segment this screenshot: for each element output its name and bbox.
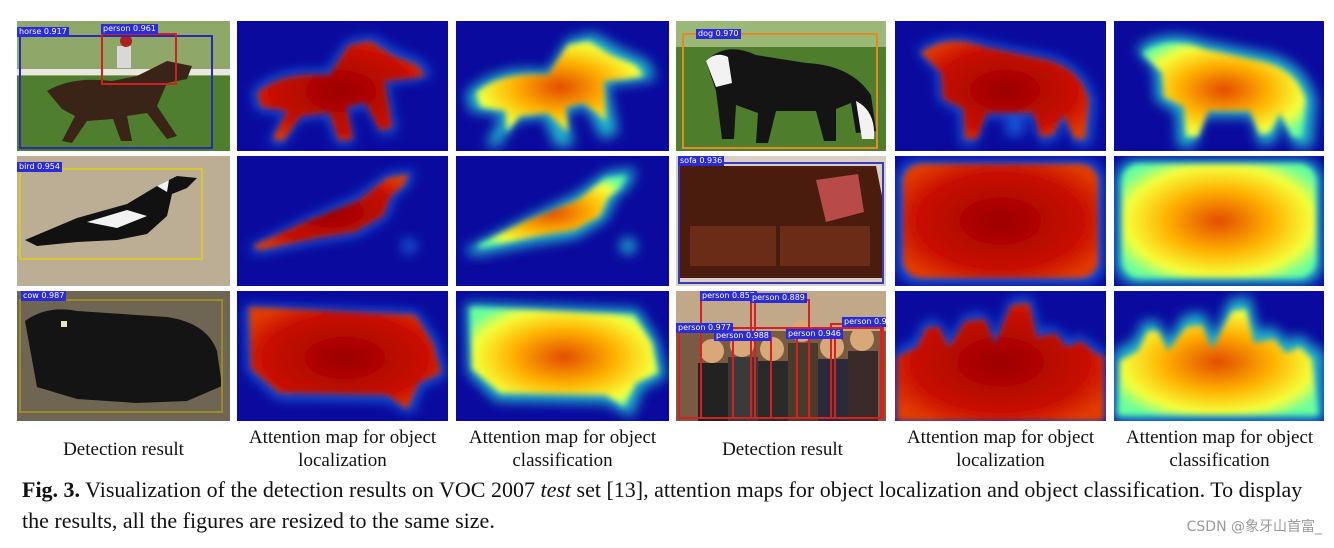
localization-map-horse xyxy=(237,21,448,151)
bounding-box-sofa xyxy=(678,162,884,284)
classification-map-dog xyxy=(1114,21,1324,151)
classification-map-cow xyxy=(456,291,669,421)
detection-label-horse: horse 0.917 xyxy=(17,27,69,37)
detection-label-person-6: person 0.990 xyxy=(842,317,886,327)
figure-caption-text-1: Visualization of the detection results o… xyxy=(85,477,541,502)
localization-map-sofa xyxy=(895,156,1106,286)
caption-detection-left: Detection result xyxy=(63,439,184,460)
figure-caption-italic: test xyxy=(540,477,572,502)
localization-map-cow xyxy=(237,291,448,421)
detection-label-person-1: person 0.857 xyxy=(700,291,757,301)
classification-map-sofa xyxy=(1114,156,1324,286)
localization-map-dog xyxy=(895,21,1106,151)
watermark: CSDN @象牙山首富_ xyxy=(1186,519,1322,535)
classification-map-people xyxy=(1114,291,1324,421)
caption-classification-left: Attention map for object classification xyxy=(468,427,657,471)
classification-map-horse xyxy=(456,21,669,151)
caption-detection-right: Detection result xyxy=(722,439,843,460)
detection-image-people: person 0.857 person 0.889 person 0.977 p… xyxy=(676,291,886,421)
bounding-box-bird xyxy=(19,168,203,260)
detection-label-person-5: person 0.946 xyxy=(786,329,843,339)
detection-label-person-2: person 0.889 xyxy=(750,293,807,303)
bounding-box-horse xyxy=(19,35,213,149)
detection-image-dog: dog 0.970 xyxy=(676,21,886,151)
figure-caption-text-2: set [13], attention maps for object loca… xyxy=(22,477,1303,533)
detection-image-sofa: sofa 0.936 xyxy=(676,156,886,286)
bounding-box-person xyxy=(101,33,177,85)
caption-localization-right: Attention map for object localization xyxy=(906,427,1095,471)
caption-classification-right: Attention map for object classification xyxy=(1125,427,1314,471)
figure-label: Fig. 3. xyxy=(22,477,81,502)
caption-localization-left: Attention map for object localization xyxy=(248,427,437,471)
classification-map-bird xyxy=(456,156,669,286)
detection-label-sofa: sofa 0.936 xyxy=(678,156,725,166)
detection-label-bird: bird 0.954 xyxy=(17,162,62,172)
detection-label-cow: cow 0.987 xyxy=(21,291,67,301)
detection-image-cow: cow 0.987 xyxy=(17,291,230,421)
detection-label-person: person 0.961 xyxy=(101,24,158,34)
bounding-box-dog xyxy=(682,33,878,149)
localization-map-people xyxy=(895,291,1106,421)
figure-caption: Fig. 3. Visualization of the detection r… xyxy=(22,474,1322,536)
bounding-box-cow xyxy=(19,299,223,413)
localization-map-bird xyxy=(237,156,448,286)
detection-image-horse: horse 0.917 person 0.961 xyxy=(17,21,230,151)
detection-label-person-3: person 0.977 xyxy=(676,323,733,333)
detection-image-bird: bird 0.954 xyxy=(17,156,230,286)
detection-label-dog: dog 0.970 xyxy=(696,29,741,39)
detection-label-person-4: person 0.988 xyxy=(714,331,771,341)
